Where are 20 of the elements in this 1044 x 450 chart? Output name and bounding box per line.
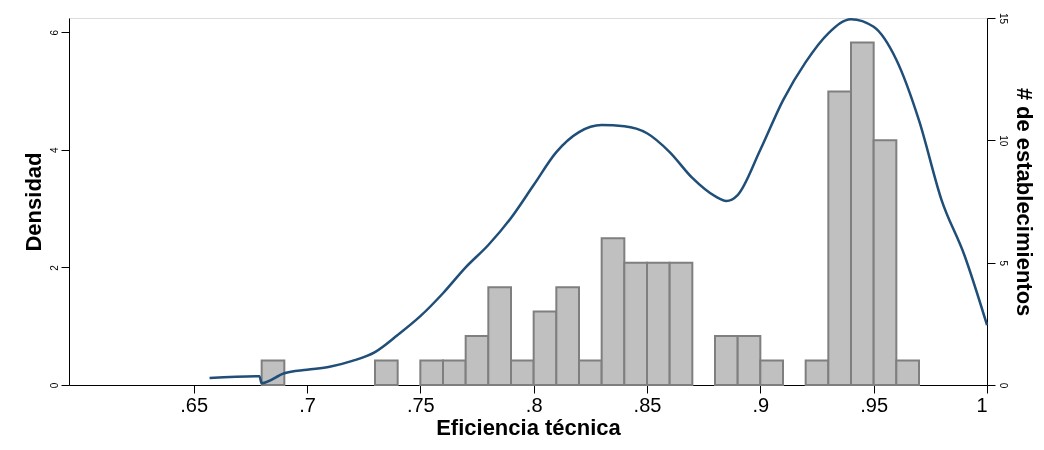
y-axis-title: Densidad: [20, 152, 46, 252]
x-tick-label: .8: [525, 393, 543, 416]
x-tick-label: 1: [976, 393, 988, 416]
line-series: [208, 17, 989, 385]
y-tick-label: 2: [48, 264, 60, 271]
x-axis-title: Eficiencia técnica: [436, 414, 622, 440]
y-tick-label: 0: [48, 382, 60, 389]
y2-tick-label: 10: [997, 135, 1009, 147]
x-tick-label: .75: [406, 393, 435, 416]
y-tick-label: 4: [48, 147, 60, 154]
x-tick-label: .85: [633, 393, 662, 416]
y2-axis-title: # de establecimientos: [1011, 87, 1037, 317]
y-tick-label: 6: [48, 29, 60, 36]
y2-tick-label: 0: [997, 382, 1009, 389]
y2-tick-label: 15: [997, 12, 1009, 25]
x-tick-label: .65: [180, 393, 209, 416]
x-tick-label: .7: [299, 393, 316, 416]
x-tick-label: .9: [752, 393, 770, 416]
x-tick-label: .95: [860, 393, 889, 416]
y2-tick-label: 5: [997, 260, 1009, 267]
